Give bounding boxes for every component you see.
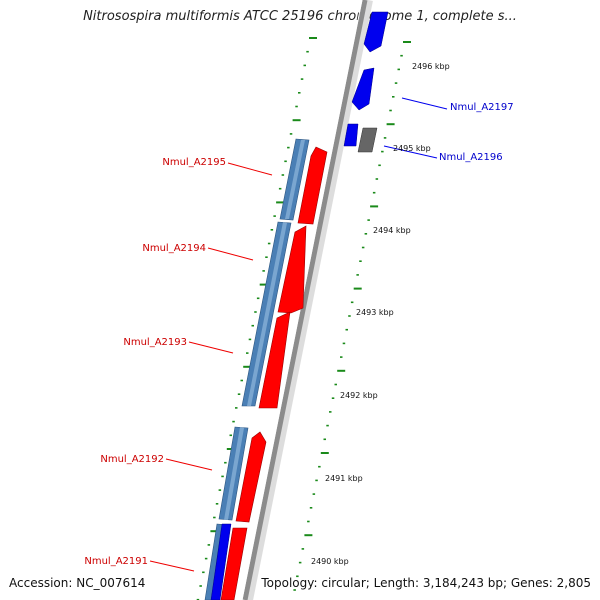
leader-nmul-a2195 [227,162,273,176]
gene-label-nmul-a2195[interactable]: Nmul_A2195 [162,157,226,168]
gene-reverse-1[interactable] [279,138,310,221]
gene-top-blue[interactable] [363,11,389,53]
gene-label-nmul-a2193[interactable]: Nmul_A2193 [123,337,187,348]
gene-nmul-a2194[interactable] [277,225,307,314]
leader-nmul-a2194 [207,247,254,261]
gene-label-nmul-a2194[interactable]: Nmul_A2194 [142,243,206,254]
gene-nmul-a2191[interactable] [220,527,248,600]
backbone-shadow [243,0,373,600]
leader-nmul-a2192 [165,458,213,471]
gene-blue-small[interactable] [343,123,359,147]
backbone [242,0,368,600]
scale-label-2496: 2496 kbp [412,62,450,71]
gene-label-nmul-a2196[interactable]: Nmul_A2196 [439,152,503,163]
gene-reverse-3[interactable] [218,426,249,521]
gene-nmul-a2193[interactable] [258,311,291,409]
scale-label-2494: 2494 kbp [373,226,411,235]
gene-nmul-a2192[interactable] [235,431,267,523]
scale-ticks [196,37,411,600]
gene-label-nmul-a2197[interactable]: Nmul_A2197 [450,102,514,113]
gene-nmul-a2197[interactable] [351,67,375,111]
scale-label-2490: 2490 kbp [311,557,349,566]
accession-text: Accession: NC_007614 [9,576,146,590]
gene-blue-bottom[interactable] [210,523,232,600]
leader-nmul-a2193 [188,341,234,354]
gene-label-nmul-a2192[interactable]: Nmul_A2192 [100,454,164,465]
genome-summary: Topology: circular; Length: 3,184,243 bp… [261,576,591,590]
gene-nmul-a2195[interactable] [297,146,328,225]
scale-label-2492: 2492 kbp [340,391,378,400]
gene-reverse-2[interactable] [241,221,292,407]
scale-label-2495: 2495 kbp [393,144,431,153]
leader-nmul-a2191 [149,560,195,572]
gene-nmul-a2196[interactable] [357,127,378,153]
leader-nmul-a2197 [401,97,448,110]
scale-label-2493: 2493 kbp [356,308,394,317]
leader-nmul-a2196 [383,145,438,159]
gene-label-nmul-a2191[interactable]: Nmul_A2191 [84,556,148,567]
scale-label-2491: 2491 kbp [325,474,363,483]
map-title: Nitrosospira multiformis ATCC 25196 chro… [83,9,517,24]
